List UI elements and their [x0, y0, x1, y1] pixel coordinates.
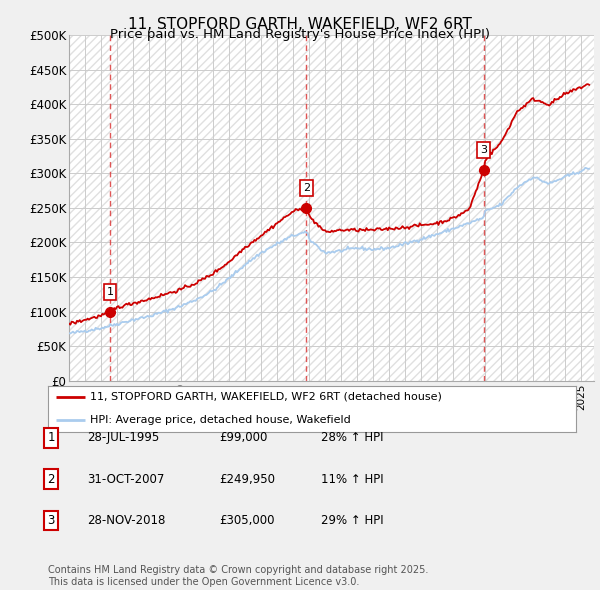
Text: 28% ↑ HPI: 28% ↑ HPI	[321, 431, 383, 444]
Text: £249,950: £249,950	[219, 473, 275, 486]
Text: 3: 3	[480, 145, 487, 155]
Text: 3: 3	[47, 514, 55, 527]
Text: 2: 2	[303, 183, 310, 193]
Text: Price paid vs. HM Land Registry's House Price Index (HPI): Price paid vs. HM Land Registry's House …	[110, 28, 490, 41]
Text: £99,000: £99,000	[219, 431, 268, 444]
Text: 29% ↑ HPI: 29% ↑ HPI	[321, 514, 383, 527]
Text: 1: 1	[107, 287, 113, 297]
Text: Contains HM Land Registry data © Crown copyright and database right 2025.
This d: Contains HM Land Registry data © Crown c…	[48, 565, 428, 587]
Text: 1: 1	[47, 431, 55, 444]
Text: 11, STOPFORD GARTH, WAKEFIELD, WF2 6RT: 11, STOPFORD GARTH, WAKEFIELD, WF2 6RT	[128, 17, 472, 31]
Text: 31-OCT-2007: 31-OCT-2007	[87, 473, 164, 486]
Text: 28-NOV-2018: 28-NOV-2018	[87, 514, 166, 527]
Text: 2: 2	[47, 473, 55, 486]
Text: £305,000: £305,000	[219, 514, 275, 527]
Text: 11% ↑ HPI: 11% ↑ HPI	[321, 473, 383, 486]
Text: HPI: Average price, detached house, Wakefield: HPI: Average price, detached house, Wake…	[90, 415, 351, 425]
Text: 11, STOPFORD GARTH, WAKEFIELD, WF2 6RT (detached house): 11, STOPFORD GARTH, WAKEFIELD, WF2 6RT (…	[90, 392, 442, 402]
Text: 28-JUL-1995: 28-JUL-1995	[87, 431, 159, 444]
